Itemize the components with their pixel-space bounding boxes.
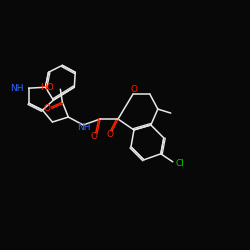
Text: O: O bbox=[130, 85, 138, 94]
Text: NH: NH bbox=[78, 124, 91, 132]
Text: O: O bbox=[91, 132, 98, 141]
Text: O: O bbox=[106, 130, 114, 140]
Text: Cl: Cl bbox=[175, 159, 184, 168]
Text: HO: HO bbox=[40, 83, 54, 92]
Text: O: O bbox=[44, 104, 51, 112]
Text: NH: NH bbox=[10, 84, 24, 93]
